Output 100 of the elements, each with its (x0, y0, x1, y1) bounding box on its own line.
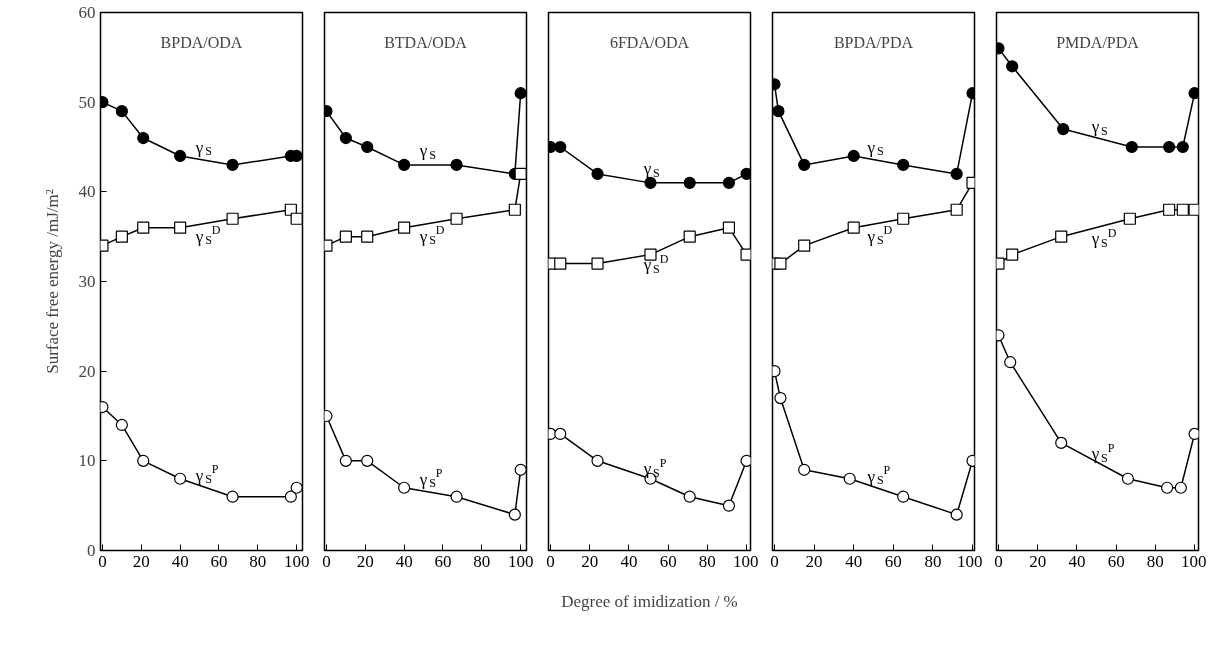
x-tick-label: 100 (957, 551, 983, 571)
point (339, 230, 352, 243)
point (683, 490, 696, 503)
point (798, 239, 811, 252)
x-tick-label: 20 (581, 551, 599, 571)
point (514, 87, 527, 100)
x-tick-label: 80 (698, 551, 716, 571)
point (1188, 87, 1199, 100)
point (847, 221, 860, 234)
point (1162, 203, 1176, 216)
x-tick-label: 100 (507, 551, 534, 571)
point (591, 257, 604, 270)
point (1057, 122, 1070, 136)
point (514, 463, 527, 476)
x-tick-label: 60 (1107, 551, 1125, 571)
x-tick-label: 40 (1068, 551, 1086, 571)
point (137, 221, 150, 234)
point (950, 203, 963, 216)
point (1006, 60, 1019, 73)
x-tick-label: 100 (1181, 551, 1207, 571)
point (897, 490, 910, 503)
point (1004, 356, 1017, 369)
x-axis-title: Degree of imidization / % (561, 591, 738, 611)
point (226, 158, 239, 172)
y-tick-label: 50 (78, 92, 96, 112)
point (450, 158, 463, 172)
point (1006, 248, 1019, 261)
point (1176, 203, 1189, 216)
x-tick-label: 20 (805, 551, 823, 571)
point (361, 230, 374, 243)
point (740, 454, 751, 467)
text: BPDA/ODA (160, 34, 243, 51)
x-tick-label: 60 (210, 551, 228, 571)
point (683, 176, 696, 189)
point (950, 508, 963, 521)
point (1123, 212, 1136, 225)
y-tick-label: 60 (78, 3, 96, 22)
x-tick-label: 80 (473, 551, 491, 571)
x-tick-label: 0 (546, 551, 555, 571)
point (644, 248, 657, 261)
x-tick-label: 40 (171, 551, 189, 571)
point (774, 257, 787, 270)
point (722, 221, 736, 234)
x-tick-label: 20 (1029, 551, 1047, 571)
x-tick-label: 40 (395, 551, 413, 571)
y-tick-label: 10 (78, 451, 96, 471)
point (137, 454, 150, 467)
point (339, 131, 352, 145)
point (591, 167, 604, 180)
point (554, 427, 567, 441)
point (174, 472, 187, 485)
x-tick-label: 20 (356, 551, 374, 571)
point (1055, 230, 1068, 243)
point (843, 472, 856, 485)
point (1174, 481, 1187, 494)
point (115, 418, 128, 432)
x-tick-label: 100 (283, 551, 310, 571)
x-tick-label: 100 (733, 551, 759, 571)
point (798, 463, 811, 476)
point (514, 167, 527, 180)
point (361, 454, 374, 467)
point (174, 149, 187, 163)
point (1188, 427, 1199, 441)
point (740, 167, 751, 180)
point (591, 454, 604, 467)
x-tick-label: 40 (620, 551, 638, 571)
point (1176, 140, 1189, 154)
point (722, 176, 736, 189)
point (950, 167, 963, 180)
point (897, 212, 910, 225)
point (508, 203, 521, 216)
point (554, 257, 567, 270)
point (174, 221, 187, 234)
y-tick-label: 40 (78, 182, 96, 202)
point (740, 248, 751, 261)
x-tick-label: 60 (884, 551, 902, 571)
x-tick-label: 60 (434, 551, 452, 571)
point (798, 158, 811, 172)
text: 6FDA/ODA (609, 34, 690, 51)
point (137, 131, 150, 145)
point (115, 105, 128, 118)
point (450, 490, 463, 503)
point (508, 508, 521, 521)
x-tick-label: 0 (994, 551, 1003, 571)
text: PMDA/PDA (1056, 34, 1140, 51)
y-tick-label: 20 (78, 361, 96, 381)
point (398, 481, 411, 494)
point (1055, 436, 1068, 449)
x-tick-label: 80 (1146, 551, 1164, 571)
point (398, 158, 411, 172)
point (115, 230, 128, 243)
point (722, 499, 736, 512)
point (284, 490, 297, 503)
point (290, 481, 303, 494)
point (772, 105, 785, 118)
text: BPDA/PDA (833, 34, 914, 51)
x-tick-label: 0 (770, 551, 779, 571)
point (897, 158, 910, 172)
point (450, 212, 463, 225)
point (1188, 203, 1199, 216)
